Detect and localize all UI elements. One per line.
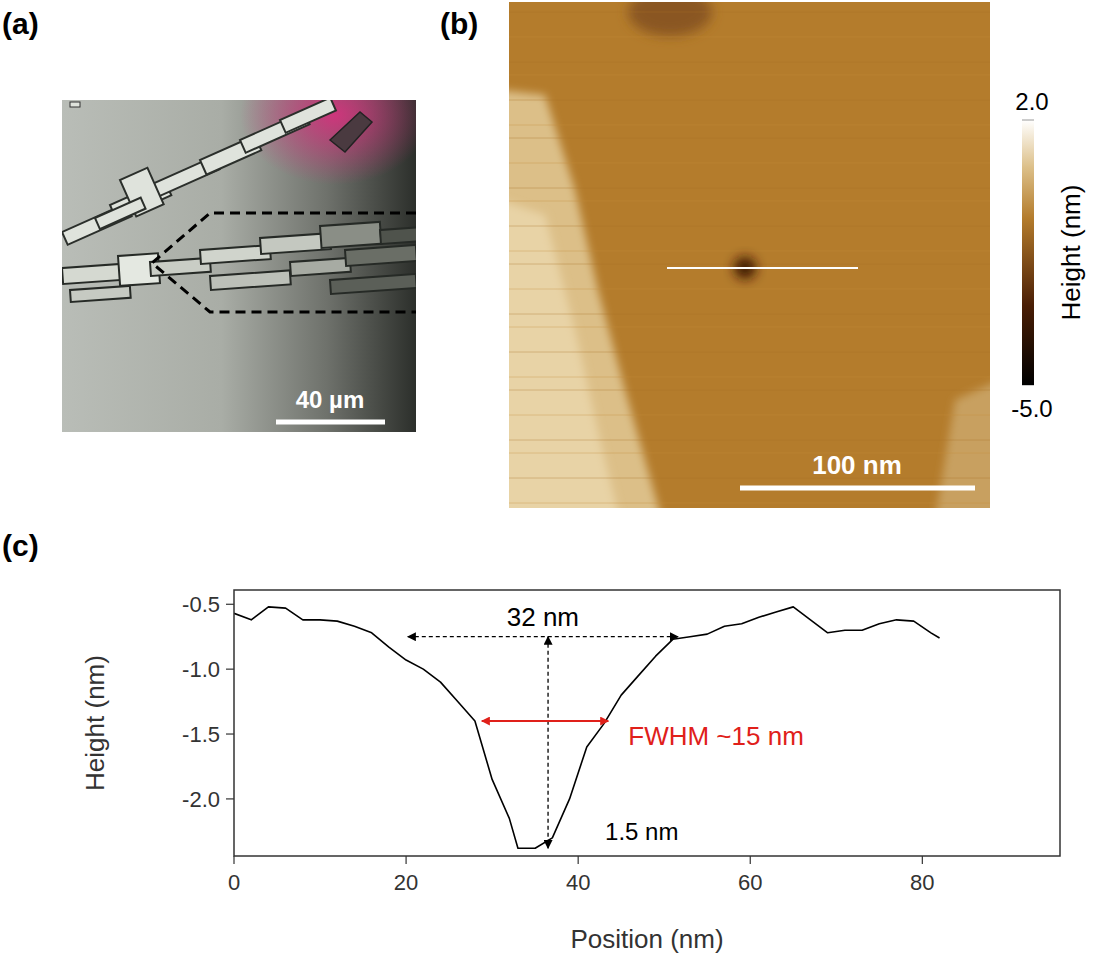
afm-scanline	[509, 314, 990, 315]
x-tick	[233, 856, 234, 864]
x-tick	[750, 856, 751, 864]
crystal	[330, 112, 372, 152]
scale-bar	[276, 420, 385, 425]
afm-scanline	[509, 377, 990, 378]
plot-frame	[234, 590, 1060, 856]
y-tick	[226, 798, 234, 799]
annotation-label: 1.5 nm	[605, 818, 678, 845]
x-tick-label: 80	[910, 870, 934, 895]
annotation-label: 32 nm	[507, 602, 579, 632]
annotation-arrow	[482, 720, 608, 722]
colorbar-tick	[1022, 120, 1034, 121]
afm-scanline	[509, 75, 990, 76]
crystal	[70, 286, 131, 302]
afm-scanline	[509, 440, 990, 441]
y-tick	[226, 733, 234, 734]
x-tick-label: 0	[228, 870, 240, 895]
x-tick	[922, 856, 923, 864]
afm-scanline	[509, 289, 990, 290]
panel-label: (b)	[440, 7, 478, 40]
x-tick-label: 20	[394, 870, 418, 895]
colorbar-end	[1022, 120, 1034, 121]
x-axis-title: Position (nm)	[570, 924, 723, 954]
afm-scanline	[509, 201, 990, 202]
x-tick	[405, 856, 406, 864]
plot-area	[234, 590, 1060, 856]
colorbar-tick	[1022, 385, 1034, 386]
crystal	[320, 222, 381, 248]
afm-scanline	[509, 503, 990, 504]
micrograph-tint	[240, 100, 416, 185]
scale-bar-label: 100 nm	[812, 450, 902, 480]
colorbar-tick-label: 2.0	[1015, 88, 1048, 115]
panel-label: (a)	[2, 7, 39, 40]
series-group	[234, 607, 940, 848]
x-tick	[578, 856, 579, 864]
colorbar-title: Height (nm)	[1056, 185, 1086, 321]
profile-curve	[234, 607, 940, 848]
crystal	[380, 227, 416, 244]
afm-scanline	[509, 226, 990, 227]
crystal	[280, 100, 336, 133]
afm-scanline	[509, 390, 990, 391]
afm-scanline	[509, 188, 990, 189]
afm-scanline	[509, 478, 990, 479]
afm-terrace	[509, 200, 620, 508]
outline	[152, 213, 416, 312]
colorbar	[1022, 120, 1034, 385]
afm-scanline	[509, 100, 990, 101]
y-tick-label: -1.0	[182, 657, 220, 682]
figure: (a) (b) (c) 40 µm 100 nm 2.0 -5.0 Height (nm) 0 2…	[0, 0, 1102, 959]
scale-bar	[740, 486, 975, 491]
afm-pit	[628, 2, 712, 36]
x-tick-label: 60	[738, 870, 762, 895]
profile-line	[667, 267, 858, 269]
scale-bar-label: 40 µm	[296, 386, 365, 413]
afm-scanline	[509, 138, 990, 139]
afm-scanline	[509, 453, 990, 454]
annotation-arrow	[408, 636, 678, 637]
y-tick-label: -2.0	[182, 787, 220, 812]
crystal	[290, 258, 351, 276]
afm-scanline	[509, 251, 990, 252]
afm-scanline	[509, 62, 990, 63]
crystal	[70, 102, 80, 107]
colorbar-tick-label: -5.0	[1011, 395, 1052, 422]
crystal	[345, 245, 416, 266]
annotation-arrow	[547, 637, 548, 849]
afm-scanline	[509, 125, 990, 126]
afm-scanline	[509, 415, 990, 416]
crystal	[210, 270, 291, 290]
afm-scanline	[509, 327, 990, 328]
afm-scanline	[509, 163, 990, 164]
y-tick	[226, 604, 234, 605]
y-axis-title: Height (nm)	[80, 655, 110, 791]
crystal	[95, 198, 146, 229]
colorbar-end	[1022, 385, 1034, 386]
x-tick-label: 40	[566, 870, 590, 895]
micrograph	[62, 100, 416, 432]
annotation-label: FWHM ~15 nm	[628, 721, 804, 751]
y-tick-label: -1.5	[182, 722, 220, 747]
afm-scanline	[509, 12, 990, 13]
y-tick	[226, 669, 234, 670]
afm-scanline	[509, 37, 990, 38]
afm-image	[509, 2, 990, 508]
afm-terrace	[509, 90, 662, 508]
panel-label: (c)	[2, 529, 39, 562]
afm-scanline	[509, 352, 990, 353]
crystal	[330, 274, 416, 294]
y-tick-label: -0.5	[182, 592, 220, 617]
